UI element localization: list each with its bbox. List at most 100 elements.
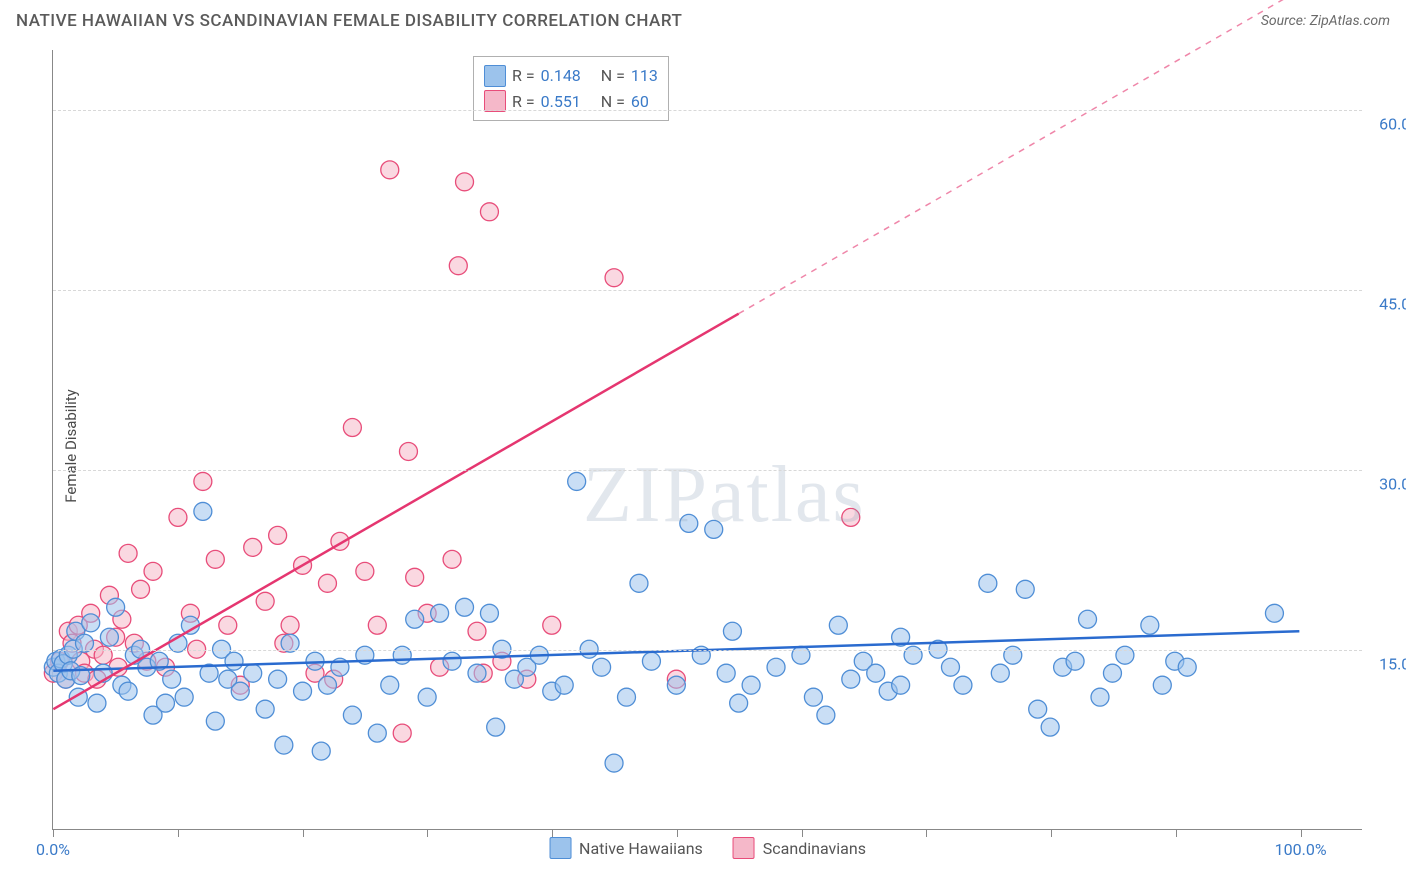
scatter-point <box>443 652 461 670</box>
scatter-point <box>206 550 224 568</box>
scatter-point <box>312 742 330 760</box>
scatter-point <box>817 706 835 724</box>
x-tick-label: 0.0% <box>36 840 70 859</box>
scatter-point <box>1091 688 1109 706</box>
scatter-point <box>368 724 386 742</box>
scatter-point <box>642 652 660 670</box>
scatter-point <box>225 652 243 670</box>
legend-swatch-a <box>549 837 571 859</box>
scatter-point <box>194 502 212 520</box>
scatter-point <box>487 718 505 736</box>
stats-r-label: R = <box>512 63 535 89</box>
legend: Native Hawaiians Scandinavians <box>549 837 866 859</box>
scatter-point <box>954 676 972 694</box>
scatter-point <box>468 664 486 682</box>
scatter-point <box>867 664 885 682</box>
scatter-point <box>842 508 860 526</box>
scatter-point <box>1016 580 1034 598</box>
scatter-point <box>231 682 249 700</box>
scatter-point <box>1066 652 1084 670</box>
scatter-point <box>175 688 193 706</box>
scatter-point <box>480 604 498 622</box>
x-tick <box>677 829 678 837</box>
legend-label-b: Scandinavians <box>763 839 866 858</box>
swatch-a <box>484 65 506 87</box>
correlation-stats-box: R = 0.148 N = 113 R = 0.551 N = 60 <box>473 56 669 121</box>
scatter-point <box>107 598 125 616</box>
scatter-point <box>1178 658 1196 676</box>
scatter-point <box>275 736 293 754</box>
scatter-point <box>680 514 698 532</box>
scatter-point <box>318 574 336 592</box>
scatter-point <box>1029 700 1047 718</box>
chart-plot-area: ZIPatlas R = 0.148 N = 113 R = 0.551 N =… <box>52 50 1362 830</box>
scatter-point <box>169 508 187 526</box>
scatter-point <box>941 658 959 676</box>
scatter-point <box>630 574 648 592</box>
x-tick-label: 100.0% <box>1275 840 1327 859</box>
scatter-point <box>418 688 436 706</box>
scatter-point <box>281 616 299 634</box>
scatter-point <box>244 538 262 556</box>
scatter-point <box>132 580 150 598</box>
scatter-point <box>82 614 100 632</box>
scatter-point <box>991 664 1009 682</box>
scatter-point <box>742 676 760 694</box>
stats-n-label: N = <box>601 63 625 89</box>
scatter-point <box>804 688 822 706</box>
gridline <box>53 470 1362 471</box>
scatter-point <box>318 676 336 694</box>
scatter-point <box>555 676 573 694</box>
stats-row-a: R = 0.148 N = 113 <box>484 63 658 89</box>
scatter-point <box>1004 646 1022 664</box>
scatter-point <box>543 616 561 634</box>
legend-item-a: Native Hawaiians <box>549 837 703 859</box>
scatter-point <box>356 562 374 580</box>
scatter-point <box>1103 664 1121 682</box>
stats-r-a: 0.148 <box>541 63 581 89</box>
scatter-point <box>94 646 112 664</box>
scatter-point <box>119 682 137 700</box>
scatter-point <box>1141 616 1159 634</box>
x-tick <box>802 829 803 837</box>
legend-item-b: Scandinavians <box>733 837 866 859</box>
scatter-point <box>1041 718 1059 736</box>
x-tick <box>178 829 179 837</box>
scatter-plot <box>53 50 1362 829</box>
scatter-point <box>393 724 411 742</box>
scatter-point <box>119 544 137 562</box>
source-attribution: Source: ZipAtlas.com <box>1261 13 1390 29</box>
scatter-point <box>219 616 237 634</box>
scatter-point <box>1116 646 1134 664</box>
scatter-point <box>1265 604 1283 622</box>
scatter-point <box>244 664 262 682</box>
scatter-point <box>343 419 361 437</box>
scatter-point <box>979 574 997 592</box>
scatter-point <box>717 664 735 682</box>
x-tick <box>427 829 428 837</box>
scatter-point <box>468 622 486 640</box>
scatter-point <box>767 658 785 676</box>
x-tick <box>53 829 54 837</box>
scatter-point <box>568 472 586 490</box>
scatter-point <box>393 646 411 664</box>
stats-n-a: 113 <box>631 63 658 89</box>
scatter-point <box>1153 676 1171 694</box>
scatter-point <box>343 706 361 724</box>
scatter-point <box>100 628 118 646</box>
gridline <box>53 290 1362 291</box>
scatter-point <box>904 646 922 664</box>
scatter-point <box>456 598 474 616</box>
x-tick <box>1301 829 1302 837</box>
scatter-point <box>269 670 287 688</box>
scatter-point <box>618 688 636 706</box>
scatter-point <box>842 670 860 688</box>
scatter-point <box>406 610 424 628</box>
x-tick <box>1176 829 1177 837</box>
scatter-point <box>443 550 461 568</box>
scatter-point <box>256 700 274 718</box>
legend-swatch-b <box>733 837 755 859</box>
y-tick-label: 60.0% <box>1379 115 1406 134</box>
scatter-point <box>605 269 623 287</box>
scatter-point <box>194 472 212 490</box>
